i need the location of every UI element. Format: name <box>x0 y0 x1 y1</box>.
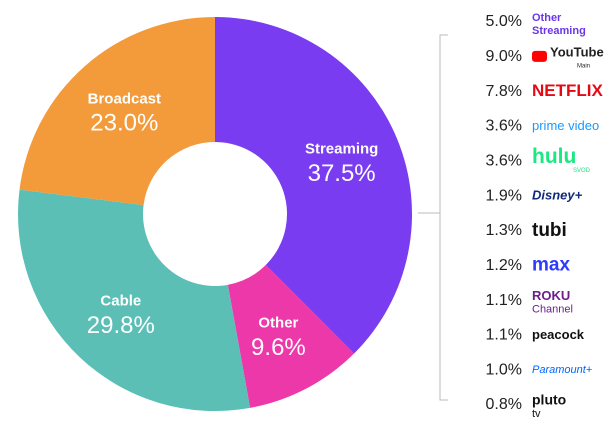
service-row: 1.2% max <box>486 255 571 276</box>
slice-value: 9.6% <box>251 334 306 361</box>
service-share: 1.1% <box>486 327 522 344</box>
service-row: 1.9% Disney+ <box>486 187 583 204</box>
service-share: 3.6% <box>486 152 522 169</box>
donut-slice <box>19 17 216 206</box>
bracket-line <box>439 34 448 401</box>
service-row: 1.1% peacock <box>486 327 585 344</box>
service-share: 1.3% <box>486 222 522 239</box>
service-sub: Channel <box>532 303 573 315</box>
donut-slice <box>17 189 251 411</box>
service-name: prime video <box>532 118 599 133</box>
service-share: 1.2% <box>486 257 522 274</box>
slice-value: 23.0% <box>90 110 158 137</box>
slice-value: 37.5% <box>308 160 376 187</box>
service-name: peacock <box>532 327 585 342</box>
donut-slice <box>215 17 412 354</box>
service-icon <box>532 50 547 62</box>
service-name: max <box>532 255 570 276</box>
service-row: 3.6% prime video <box>486 118 600 135</box>
service-sub: tv <box>532 408 541 420</box>
slice-label: Streaming <box>305 141 378 158</box>
slice-label: Cable <box>100 292 141 309</box>
service-row: 1.0% Paramount+ <box>486 361 593 378</box>
service-share: 7.8% <box>486 83 522 100</box>
service-share: 5.0% <box>486 13 522 30</box>
slice-label: Other <box>258 314 298 331</box>
service-name: tubi <box>532 220 567 241</box>
service-name: Disney+ <box>532 188 583 203</box>
service-share: 1.0% <box>486 361 522 378</box>
donut-slice <box>227 265 354 408</box>
service-share: 0.8% <box>486 396 522 413</box>
service-name: YouTube <box>550 44 604 59</box>
service-share: 1.1% <box>486 292 522 309</box>
service-share: 1.9% <box>486 187 522 204</box>
service-name: Other <box>532 12 562 24</box>
service-row: 9.0% YouTube Main <box>486 44 604 69</box>
bracket <box>418 34 448 401</box>
service-name: pluto <box>532 392 566 408</box>
service-share: 3.6% <box>486 118 522 135</box>
slice-value: 29.8% <box>87 312 155 339</box>
service-row: 1.3% tubi <box>486 220 567 241</box>
service-name: hulu <box>532 145 576 168</box>
service-sub: Main <box>577 63 590 69</box>
service-name: NETFLIX <box>532 81 603 100</box>
service-name: Paramount+ <box>532 364 593 376</box>
slice-label: Broadcast <box>88 90 161 107</box>
service-name: ROKU <box>532 288 570 303</box>
service-share: 9.0% <box>486 48 522 65</box>
service-row: 7.8% NETFLIX <box>486 81 604 100</box>
service-sub: Streaming <box>532 25 586 37</box>
service-sub: SVOD <box>573 168 591 174</box>
